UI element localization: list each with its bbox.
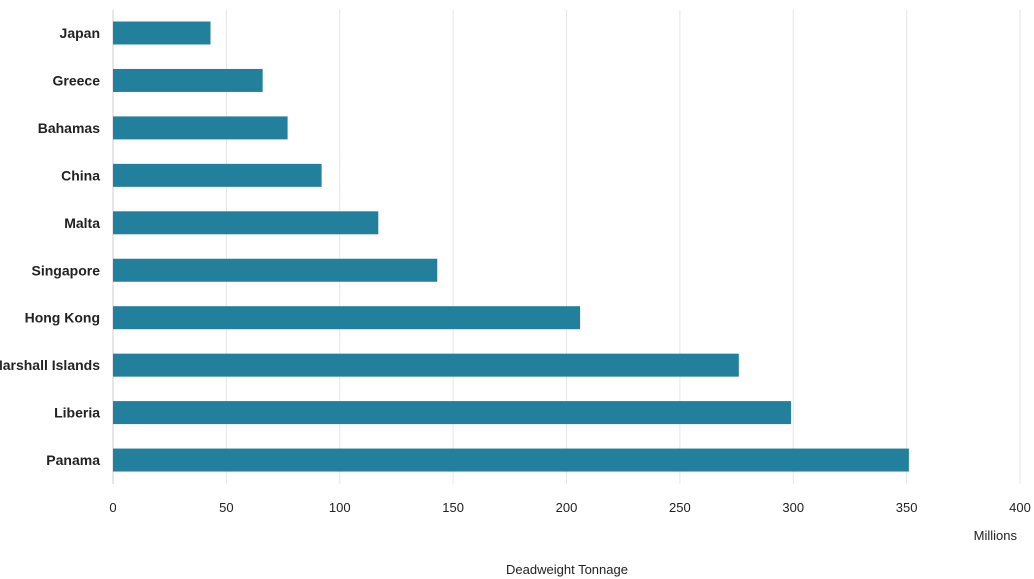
x-tick-label-350: 350	[896, 500, 918, 515]
x-tick-labels: 0 50 100 150 200 250 300 350 400	[109, 500, 1030, 515]
x-tick-label-300: 300	[782, 500, 804, 515]
bar-panama	[113, 448, 909, 472]
bar-singapore	[113, 258, 438, 282]
bar-liberia	[113, 401, 791, 425]
category-label-hong-kong: Hong Kong	[25, 310, 100, 326]
category-label-singapore: Singapore	[32, 262, 101, 278]
x-tick-label-400: 400	[1009, 500, 1031, 515]
bar-malta	[113, 211, 379, 235]
bar-china	[113, 163, 322, 187]
category-label-china: China	[61, 167, 100, 183]
x-unit-label: Millions	[974, 528, 1018, 543]
bar-hong-kong	[113, 306, 581, 330]
category-label-malta: Malta	[64, 215, 100, 231]
category-label-panama: Panama	[46, 452, 100, 468]
x-tick-label-100: 100	[329, 500, 351, 515]
x-axis-title: Deadweight Tonnage	[506, 562, 628, 577]
x-tick-label-50: 50	[219, 500, 233, 515]
category-label-liberia: Liberia	[54, 405, 100, 421]
gridlines	[225, 10, 1021, 484]
x-tick-label-0: 0	[109, 500, 116, 515]
x-tick-label-150: 150	[442, 500, 464, 515]
x-tick-label-250: 250	[669, 500, 691, 515]
category-label-marshall-islands: Marshall Islands	[0, 357, 100, 373]
bar-japan	[113, 21, 211, 45]
bars	[113, 21, 909, 472]
category-label-greece: Greece	[53, 72, 101, 88]
bar-marshall-islands	[113, 353, 739, 377]
bar-greece	[113, 68, 263, 92]
x-tick-label-200: 200	[556, 500, 578, 515]
bar-bahamas	[113, 116, 288, 140]
category-label-japan: Japan	[60, 25, 100, 41]
category-label-bahamas: Bahamas	[38, 120, 100, 136]
category-labels: Japan Greece Bahamas China Malta Singapore Hon…	[0, 25, 100, 468]
